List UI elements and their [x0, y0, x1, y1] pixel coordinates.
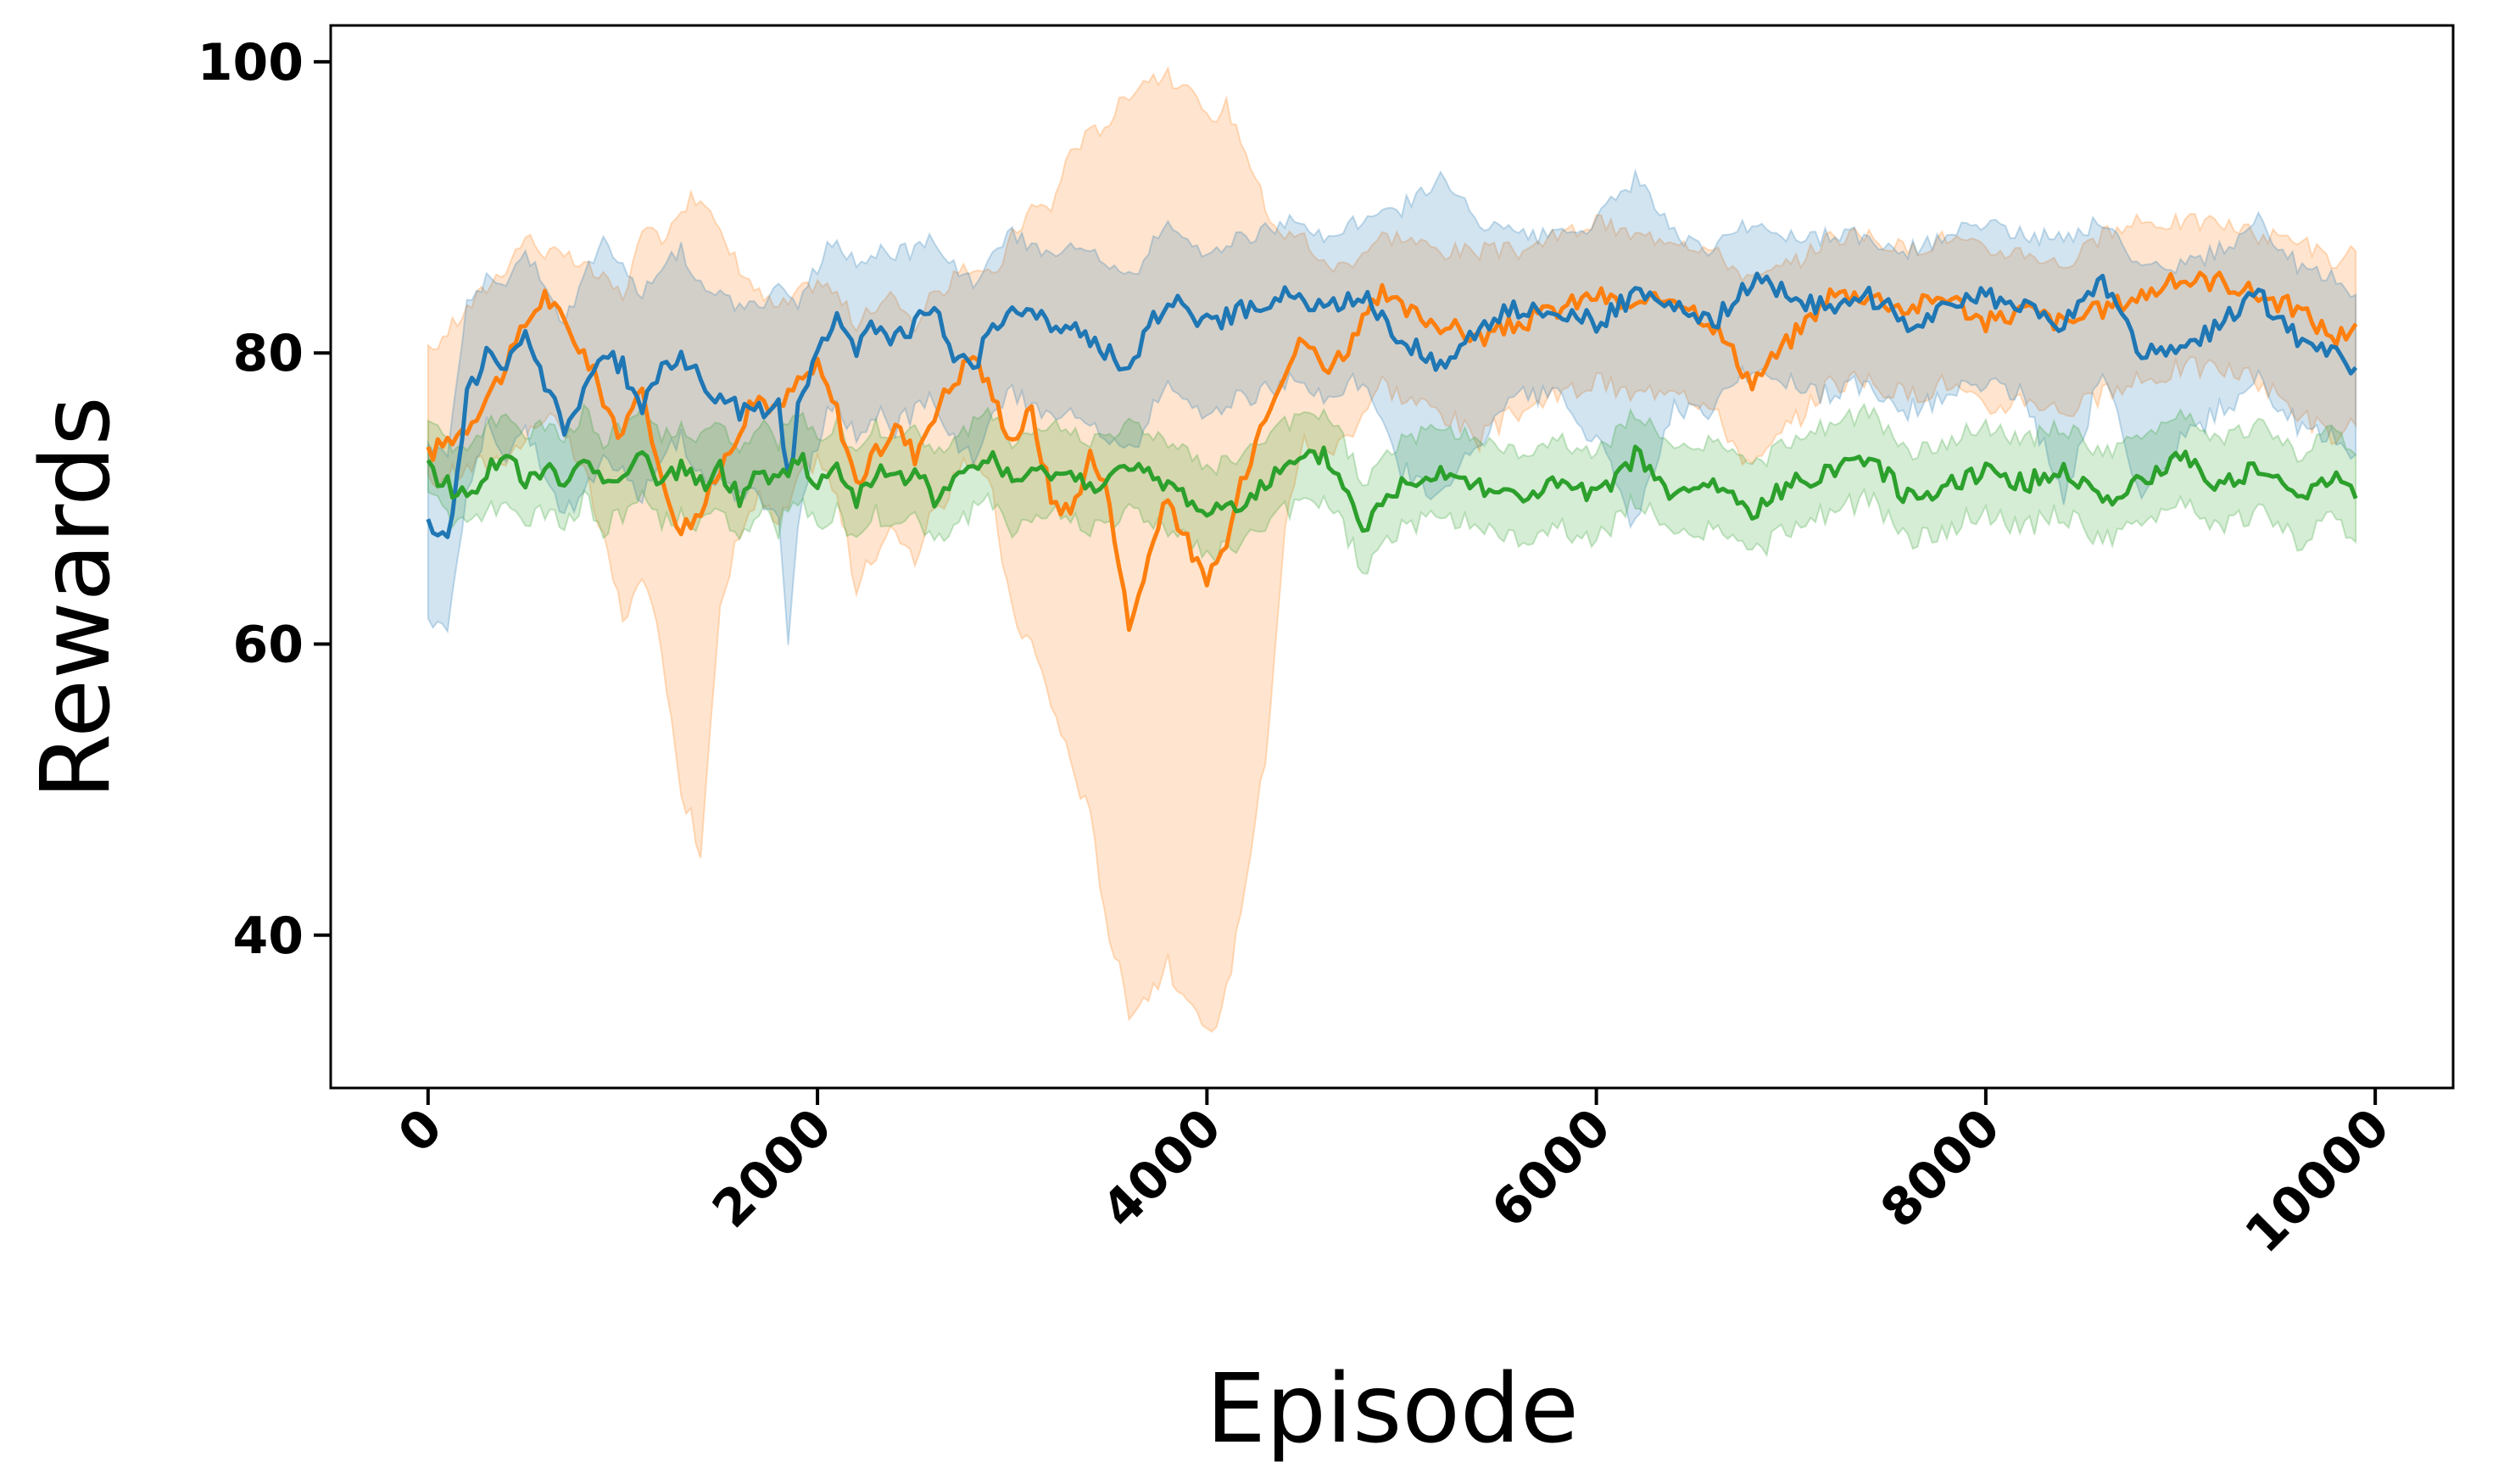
x-tick-label-1: 2000: [701, 1097, 844, 1240]
x-tick-label-5: 10000: [2234, 1097, 2401, 1264]
series-line-1: [426, 271, 2358, 539]
y-tick-label-2: 80: [233, 324, 304, 383]
y-tick-label-1: 60: [233, 615, 304, 674]
y-axis-label: Rewards: [21, 396, 131, 799]
confidence-band-1: [427, 168, 2357, 645]
y-tick-label-0: 40: [233, 907, 304, 966]
plot-frame: [329, 24, 2455, 1090]
series-lines: [426, 271, 2358, 633]
confidence-bands: [427, 65, 2357, 1033]
series-line-2: [426, 444, 2358, 533]
x-tick-label-0: 0: [387, 1097, 454, 1164]
x-axis-label: Episode: [1206, 1354, 1579, 1464]
y-axis-ticks: 40 60 80 100: [198, 33, 331, 966]
x-tick-label-4: 8000: [1870, 1097, 2012, 1240]
x-tick-label-3: 6000: [1481, 1097, 1623, 1240]
x-axis-ticks: 0 2000 4000 6000 8000 10000: [387, 1088, 2401, 1264]
y-tick-label-3: 100: [198, 33, 304, 92]
x-tick-label-2: 4000: [1090, 1097, 1233, 1240]
